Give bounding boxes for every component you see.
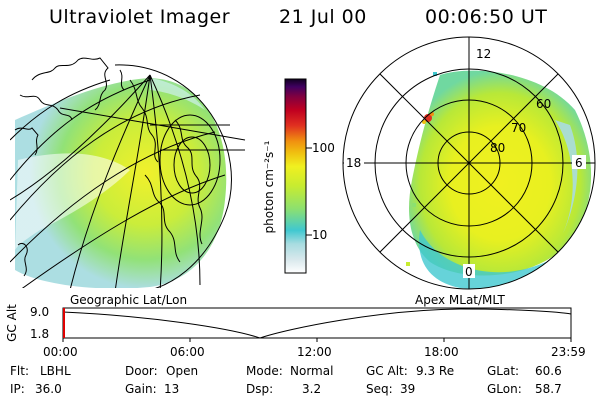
mlt-label-right: 6 bbox=[575, 156, 583, 170]
longitude-lines bbox=[10, 74, 201, 288]
mlt-label-top: 12 bbox=[476, 47, 492, 61]
info-ip-value: 36.0 bbox=[35, 382, 62, 396]
header-date: 21 Jul 00 bbox=[279, 6, 367, 28]
info-door-label: Door: bbox=[125, 364, 158, 378]
mlt-label-left: 18 bbox=[346, 156, 362, 170]
info-gain-label: Gain: bbox=[125, 382, 157, 396]
colorbar-tick-100: 100 bbox=[312, 141, 335, 155]
latitude-lines bbox=[10, 79, 226, 288]
mlt-spokes bbox=[343, 37, 595, 289]
timeline-xtick-2: 12:00 bbox=[297, 345, 332, 359]
info-gain-value: 13 bbox=[164, 382, 180, 396]
timeline-axis-title: GC Alt bbox=[5, 304, 19, 342]
app-title: Ultraviolet Imager bbox=[49, 6, 231, 28]
colorbar-gradient bbox=[284, 78, 307, 274]
info-gcalt-value: 9.3 Re bbox=[416, 364, 455, 378]
timeline-ytick-max: 9.0 bbox=[30, 305, 50, 319]
info-flt-label: Flt: bbox=[10, 364, 29, 378]
info-ip-label: IP: bbox=[10, 382, 25, 396]
altitude-curve bbox=[62, 308, 572, 339]
right-map-label: Apex MLat/MLT bbox=[415, 293, 505, 307]
timeline-xtick-4: 23:59 bbox=[551, 345, 586, 359]
timeline-xtick-3: 18:00 bbox=[424, 345, 459, 359]
info-gcalt-label: GC Alt: bbox=[366, 364, 408, 378]
info-flt-value: LBHL bbox=[40, 364, 71, 378]
colorbar-tick-10: 10 bbox=[312, 228, 328, 242]
auroral-oval bbox=[409, 70, 592, 276]
info-glat-value: 60.6 bbox=[535, 364, 562, 378]
altitude-timeline bbox=[62, 307, 572, 342]
info-mode-value: Normal bbox=[290, 364, 334, 378]
mlat-label-80: 80 bbox=[490, 141, 506, 155]
geographic-map bbox=[10, 57, 246, 288]
mlat-label-60: 60 bbox=[536, 97, 552, 111]
timeline-ytick-min: 1.8 bbox=[30, 327, 50, 341]
polar-map bbox=[342, 36, 596, 290]
colorbar-unit-label: photon cm⁻²s⁻¹ bbox=[262, 140, 276, 234]
timeline-xtick-1: 06:00 bbox=[170, 345, 205, 359]
info-glat-label: GLat: bbox=[487, 364, 520, 378]
colorbar bbox=[284, 78, 312, 274]
left-map-label: Geographic Lat/Lon bbox=[70, 293, 188, 307]
info-door-value: Open bbox=[166, 364, 199, 378]
earth-limb bbox=[114, 64, 232, 288]
header-time: 00:06:50 UT bbox=[425, 6, 548, 28]
info-dsp-value: 3.2 bbox=[302, 382, 322, 396]
coastlines bbox=[14, 57, 203, 277]
info-glon-label: GLon: bbox=[487, 382, 522, 396]
info-dsp-label: Dsp: bbox=[246, 382, 274, 396]
timeline-frame bbox=[62, 307, 572, 339]
auroral-emission-left bbox=[15, 78, 227, 288]
info-seq-label: Seq: bbox=[366, 382, 393, 396]
mlat-label-70: 70 bbox=[511, 121, 527, 135]
info-glon-value: 58.7 bbox=[535, 382, 562, 396]
timeline-xtick-0: 00:00 bbox=[43, 345, 78, 359]
info-seq-value: 39 bbox=[400, 382, 416, 396]
info-mode-label: Mode: bbox=[246, 364, 283, 378]
mlt-label-bottom: 0 bbox=[465, 265, 473, 279]
